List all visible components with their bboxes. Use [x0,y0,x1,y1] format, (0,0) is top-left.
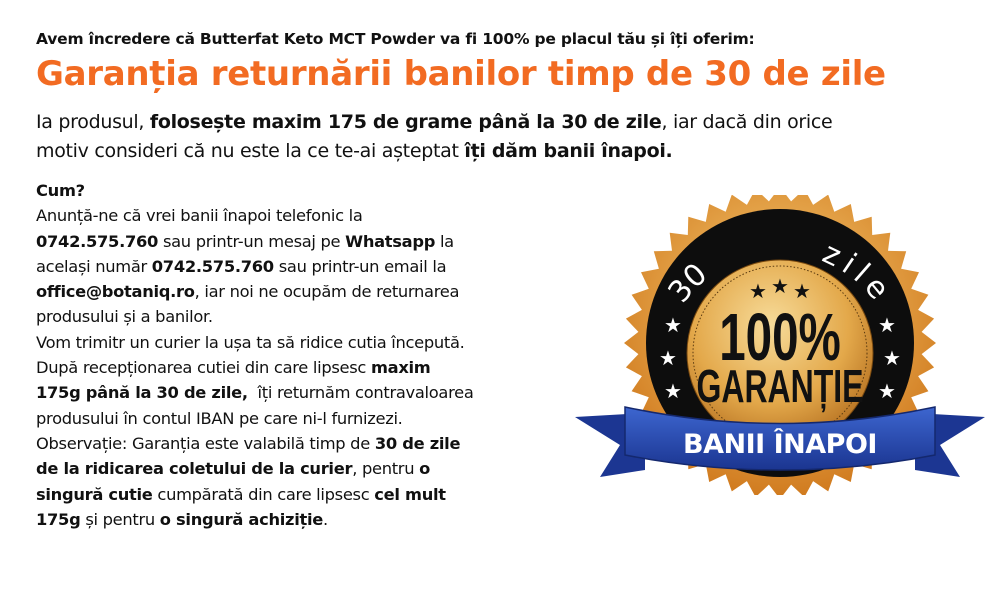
svg-text:★: ★ [793,279,811,303]
guarantee-badge: 30 zile ★ ★ ★ ★★★ ★★★ 100% GARANȚIE BANII … [575,195,985,495]
text: la [435,231,454,251]
bold-text: o singură achiziție [159,509,324,529]
svg-text:★: ★ [664,379,682,403]
bold-text: folosește maxim 175 de grame până la 30 … [149,111,662,133]
bold-text: singură cutie [36,484,153,504]
lead-line: motiv consideri că nu este la ce te-ai a… [36,137,832,166]
svg-text:★: ★ [878,379,896,403]
body-line: singură cutie cumpărată din care lipsesc… [36,482,474,507]
badge-line1: 100% [719,301,841,375]
bold-text: maxim [370,358,431,378]
body-line: 175g până la 30 de zile, îți returnăm co… [36,380,474,405]
bold-text: 175g [36,509,81,529]
bold-text: 0742.575.760 [151,256,274,276]
text: , iar noi ne ocupăm de returnarea [194,282,460,302]
bold-text: îți dăm banii înapoi. [464,140,673,162]
svg-text:★: ★ [878,313,896,337]
lead-paragraph: Ia produsul, folosește maxim 175 de gram… [36,108,833,166]
body-line: După recepționarea cutiei din care lipse… [36,355,474,380]
intro-text: Avem încredere că Butterfat Keto MCT Pow… [36,30,755,48]
lead-line: Ia produsul, folosește maxim 175 de gram… [36,108,833,137]
ribbon [624,406,936,471]
text: produsului și a banilor. [36,307,213,327]
text: sau printr-un email la [273,256,447,276]
text: sau printr-un mesaj pe [158,231,346,251]
body-line: produsului și a banilor. [36,304,474,329]
body-line: 0742.575.760 sau printr-un mesaj pe What… [36,229,474,254]
bold-text: office@botaniq.ro [36,282,195,302]
text: Vom trimitr un curier la ușa ta să ridic… [36,332,465,352]
bold-text: Cum? [36,181,85,200]
how-to-section: Cum? Anunță-ne că vrei banii înapoi telef… [36,178,474,532]
ribbon-text: BANII ÎNAPOI [683,428,877,460]
badge-line2: GARANȚIE [696,361,863,412]
body-line: office@botaniq.ro, iar noi ne ocupăm de … [36,279,474,304]
svg-text:★: ★ [771,274,789,298]
text: După recepționarea cutiei din care lipse… [36,358,371,378]
text: același număr [36,256,152,276]
text: , pentru [352,459,420,479]
text: , iar dacă din orice [661,111,833,133]
body-line: Anunță-ne că vrei banii înapoi telefonic… [36,203,474,228]
svg-text:★: ★ [659,346,677,370]
page-title: Garanția returnării banilor timp de 30 d… [36,54,886,94]
body-line: 175g și pentru o singură achiziție. [36,507,474,532]
body-line: același număr 0742.575.760 sau printr-un… [36,254,474,279]
text: Observație: Garanția este valabilă timp … [36,433,375,453]
text: îți returnăm contravaloarea [247,383,474,403]
star-icons: ★ ★ ★ [749,274,811,303]
bold-text: 0742.575.760 [36,231,159,251]
svg-text:★: ★ [749,279,767,303]
bold-text: Whatsapp [345,231,436,251]
bold-text: 175g până la 30 de zile, [36,383,248,403]
body-line: Vom trimitr un curier la ușa ta să ridic… [36,330,474,355]
bold-text: 30 de zile [374,433,461,453]
body-line: produsului în contul IBAN pe care ni-l f… [36,406,474,431]
bold-text: de la ridicarea coletului de la curier [36,459,353,479]
text: Anunță-ne că vrei banii înapoi telefonic… [36,206,363,226]
svg-text:★: ★ [664,313,682,337]
text: și pentru [80,509,160,529]
svg-text:★: ★ [883,346,901,370]
text: produsului în contul IBAN pe care ni-l f… [36,408,403,428]
text: cumpărată din care lipsesc [152,484,375,504]
body-line: de la ridicarea coletului de la curier, … [36,456,474,481]
bold-text: cel mult [374,484,446,504]
body-line: Observație: Garanția este valabilă timp … [36,431,474,456]
side-star-icons: ★ ★ ★ ★ ★ ★ [659,313,901,403]
bold-text: o [419,459,430,479]
text: motiv consideri că nu este la ce te-ai a… [36,140,465,162]
text: . [322,509,328,529]
text: Ia produsul, [36,111,150,133]
body-line: Cum? [36,178,474,203]
